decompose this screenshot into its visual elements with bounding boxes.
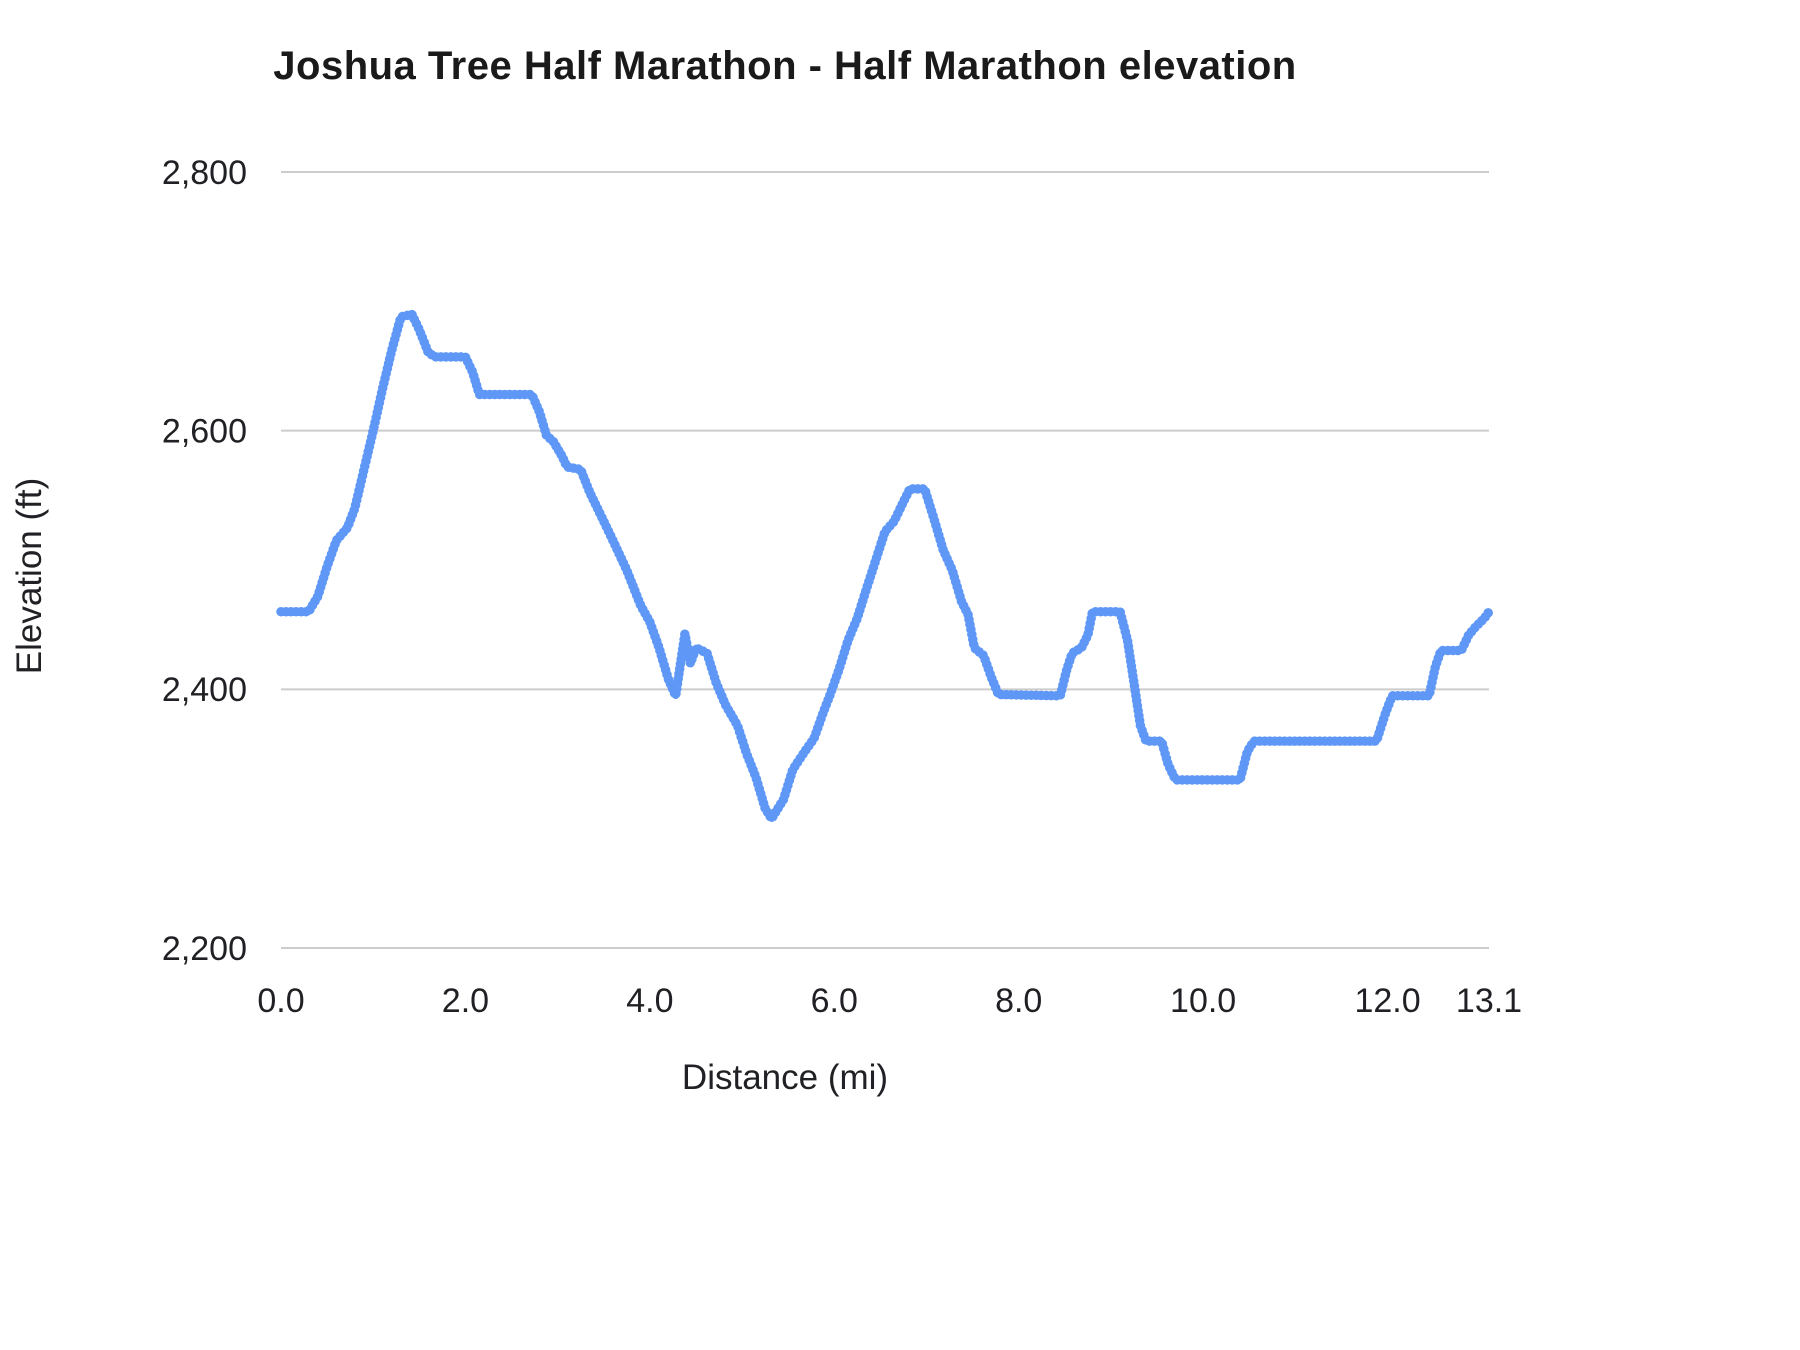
y-tick-label: 2,400 [162,671,247,709]
x-tick-label: 10.0 [1170,982,1236,1020]
elevation-series-dots [276,309,1494,824]
y-tick-label: 2,200 [162,930,247,968]
x-tick-label: 0.0 [257,982,304,1020]
x-tick-label: 6.0 [811,982,858,1020]
chart-title: Joshua Tree Half Marathon - Half Maratho… [273,44,1297,88]
x-tick-label: 2.0 [442,982,489,1020]
x-axis-title: Distance (mi) [681,1058,889,1097]
x-tick-label: 12.0 [1354,982,1420,1020]
y-tick-label: 2,800 [162,154,247,192]
y-tick-label: 2,600 [162,413,247,451]
x-tick-label: 4.0 [626,982,673,1020]
x-tick-label: 13.1 [1456,982,1522,1020]
x-tick-label: 8.0 [995,982,1042,1020]
